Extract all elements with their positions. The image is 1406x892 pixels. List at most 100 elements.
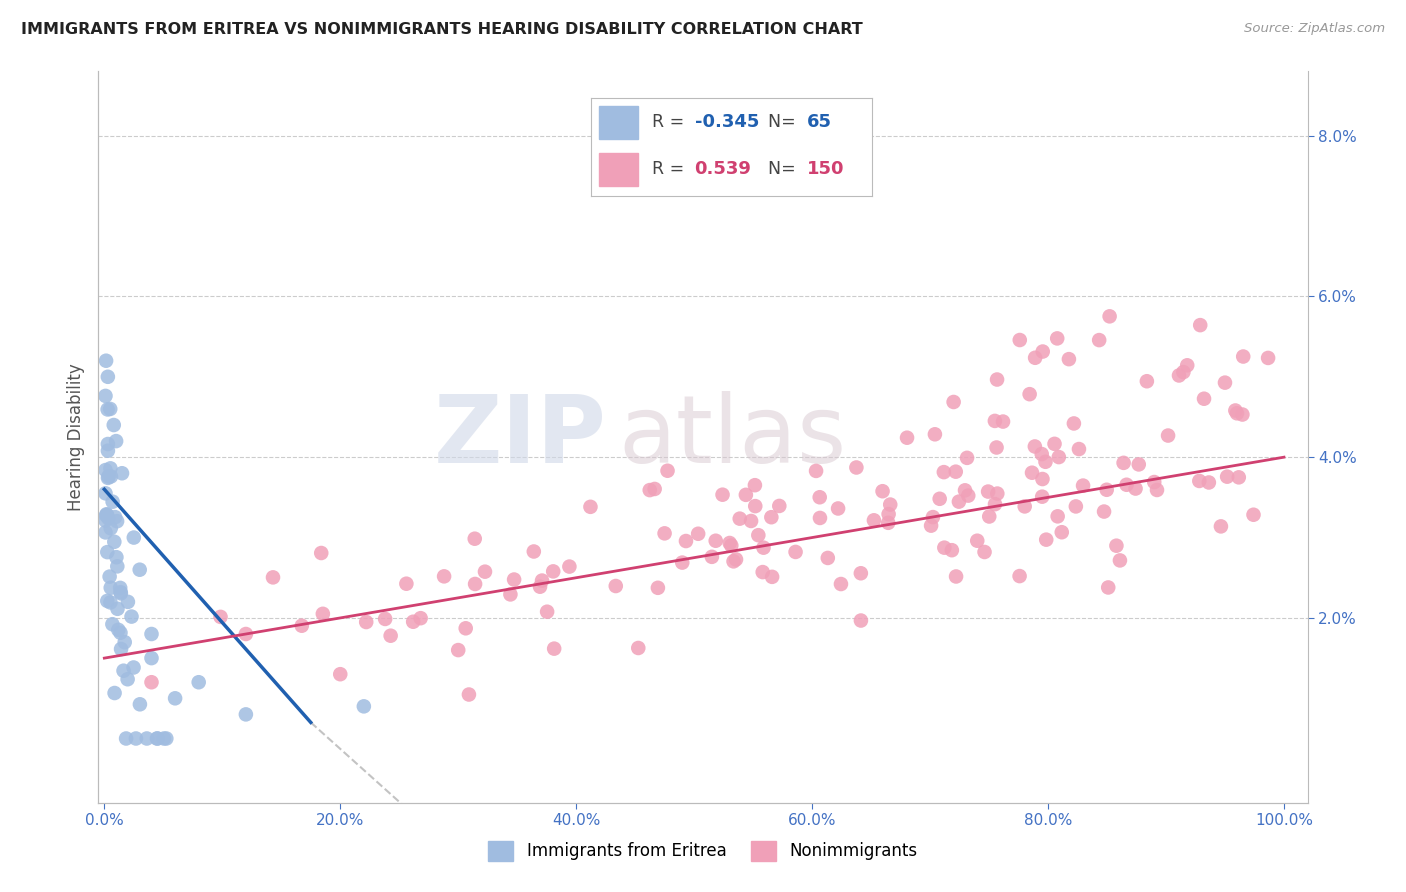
Point: [605, 579, 627, 593]
Point: [827, 501, 849, 516]
Point: [1109, 553, 1132, 567]
Point: [1136, 374, 1159, 388]
Text: 0.539: 0.539: [695, 161, 751, 178]
Point: [1216, 469, 1239, 483]
Point: [235, 627, 257, 641]
Bar: [599, 106, 638, 139]
Point: [1173, 365, 1195, 379]
Point: [1024, 440, 1046, 454]
Point: [129, 698, 152, 712]
Point: [920, 518, 942, 533]
Point: [187, 675, 209, 690]
Point: [922, 510, 945, 524]
Point: [94, 525, 117, 540]
Point: [105, 514, 128, 528]
Point: [1115, 477, 1137, 491]
Point: [849, 566, 872, 581]
Point: [1209, 519, 1232, 533]
Point: [117, 672, 139, 686]
Point: [100, 461, 122, 475]
Point: [1043, 437, 1066, 451]
Point: [830, 577, 852, 591]
Point: [1189, 318, 1212, 332]
Point: [1225, 403, 1247, 417]
Text: ZIP: ZIP: [433, 391, 606, 483]
Point: [979, 509, 1001, 524]
Text: R =: R =: [652, 161, 690, 178]
Point: [543, 641, 565, 656]
Point: [718, 536, 741, 550]
Point: [1175, 359, 1198, 373]
Point: [503, 573, 526, 587]
Point: [94, 389, 117, 403]
Point: [747, 528, 769, 542]
Point: [100, 595, 122, 609]
Point: [558, 559, 581, 574]
Point: [107, 602, 129, 616]
Point: [1018, 387, 1040, 401]
Point: [984, 497, 1007, 511]
Point: [1192, 392, 1215, 406]
Point: [751, 565, 773, 579]
Point: [94, 463, 117, 477]
Point: [1071, 478, 1094, 492]
Point: [872, 484, 894, 499]
Point: [1021, 466, 1043, 480]
Point: [1157, 428, 1180, 442]
Point: [1198, 475, 1220, 490]
Point: [312, 607, 335, 621]
Text: -0.345: -0.345: [695, 113, 759, 131]
Point: [1064, 500, 1087, 514]
Point: [700, 549, 723, 564]
Point: [1024, 351, 1046, 365]
Point: [94, 486, 117, 500]
Point: [541, 565, 564, 579]
Point: [849, 614, 872, 628]
Point: [1112, 456, 1135, 470]
Point: [1031, 472, 1053, 486]
Point: [863, 513, 886, 527]
Point: [329, 667, 352, 681]
Point: [103, 417, 125, 432]
Point: [94, 508, 117, 523]
Point: [115, 731, 138, 746]
Point: [924, 427, 946, 442]
Point: [100, 581, 122, 595]
Point: [728, 511, 751, 525]
Point: [110, 625, 132, 640]
Point: [146, 731, 169, 746]
Point: [1046, 509, 1069, 524]
Point: [845, 460, 868, 475]
Text: N=: N=: [768, 113, 801, 131]
Point: [817, 550, 839, 565]
Point: [956, 450, 979, 465]
Point: [165, 691, 187, 706]
Point: [768, 499, 790, 513]
Point: [957, 489, 980, 503]
Point: [380, 629, 402, 643]
Point: [720, 539, 742, 553]
Point: [638, 483, 661, 497]
Point: [1232, 408, 1254, 422]
Point: [110, 585, 132, 599]
Point: [531, 574, 554, 588]
Point: [1243, 508, 1265, 522]
Point: [110, 586, 132, 600]
Point: [744, 478, 766, 492]
Point: [1057, 352, 1080, 367]
Point: [657, 464, 679, 478]
Point: [579, 500, 602, 514]
Point: [945, 569, 967, 583]
Point: [235, 707, 257, 722]
Point: [96, 508, 118, 522]
Point: [761, 510, 783, 524]
Point: [353, 699, 375, 714]
Point: [627, 640, 650, 655]
Point: [121, 609, 143, 624]
Point: [141, 675, 163, 690]
Point: [711, 488, 734, 502]
Point: [934, 541, 956, 555]
Point: [752, 541, 775, 555]
Point: [688, 526, 710, 541]
Point: [1188, 474, 1211, 488]
